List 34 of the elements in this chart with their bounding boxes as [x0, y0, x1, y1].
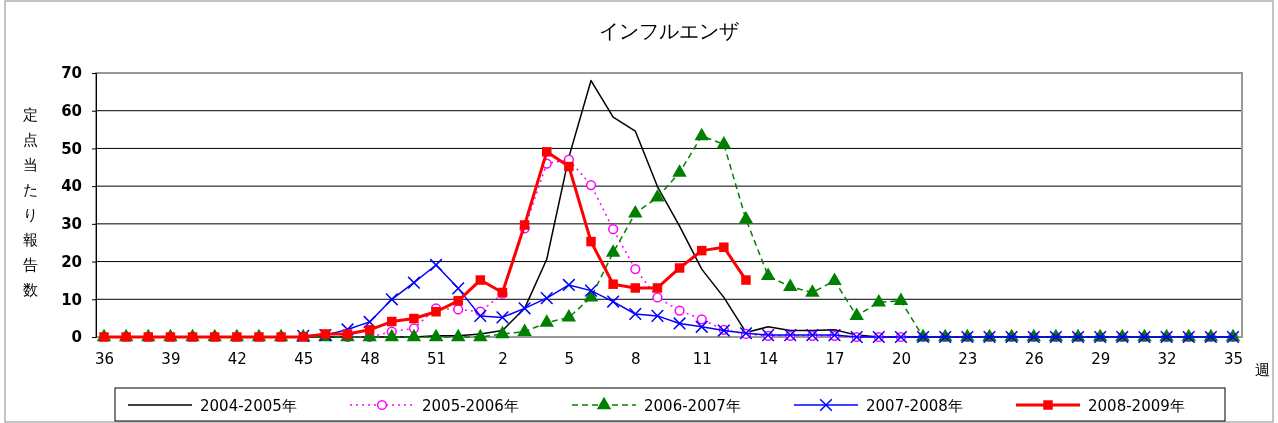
x-tick-label: 26 [1024, 350, 1044, 368]
y-tick-label: 70 [61, 64, 82, 83]
y-axis-title: 定点当たり報告数 [22, 106, 38, 299]
y-tick-label: 60 [61, 102, 82, 121]
legend-label: 2004-2005年 [200, 397, 297, 415]
x-tick-label: 36 [94, 350, 115, 368]
x-tick-label: 8 [631, 350, 641, 368]
x-tick-label: 5 [564, 350, 575, 368]
legend-label: 2006-2007年 [644, 397, 741, 415]
y-tick-label: 0 [71, 328, 82, 347]
y-tick-label: 30 [61, 215, 82, 234]
x-tick-label: 35 [1223, 350, 1244, 368]
x-tick-label: 48 [360, 350, 380, 368]
x-tick-label: 17 [825, 350, 845, 368]
x-tick-label: 45 [294, 350, 314, 368]
x-tick-label: 29 [1091, 350, 1111, 368]
chart-title: インフルエンザ [599, 19, 739, 43]
x-tick-label: 51 [427, 350, 447, 368]
y-tick-label: 20 [61, 252, 82, 271]
y-tick-label: 40 [61, 177, 82, 196]
x-tick-label: 14 [759, 350, 779, 368]
x-tick-label: 23 [958, 350, 978, 368]
y-tick-label: 50 [61, 139, 82, 158]
y-tick-label: 10 [61, 290, 82, 309]
x-tick-label: 20 [891, 350, 911, 368]
x-tick-label: 39 [161, 350, 181, 368]
x-tick-label: 32 [1157, 350, 1177, 368]
x-tick-label: 11 [692, 350, 712, 368]
x-tick-label: 2 [498, 350, 508, 368]
x-tick-label: 42 [227, 350, 247, 368]
legend-label: 2007-2008年 [866, 397, 963, 415]
x-axis-title: 週 [1254, 361, 1270, 379]
legend-label: 2005-2006年 [422, 397, 519, 415]
legend-label: 2008-2009年 [1088, 397, 1185, 415]
